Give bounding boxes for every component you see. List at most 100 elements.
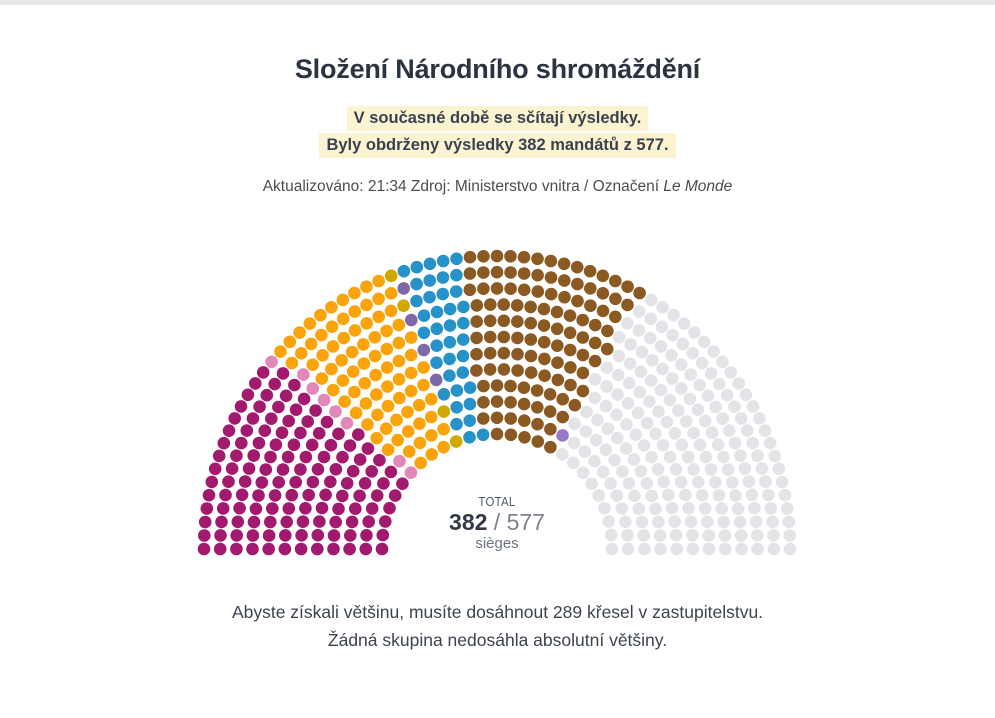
seat-dot xyxy=(397,299,410,312)
seat-dot xyxy=(295,347,308,360)
seat-dot xyxy=(665,501,679,515)
seat-dot xyxy=(246,529,260,542)
seat-dot xyxy=(663,393,677,407)
seat-dot xyxy=(733,515,747,529)
seat-dot xyxy=(443,319,457,332)
seat-dot xyxy=(599,443,613,456)
seat-dot xyxy=(632,502,645,515)
seat-dot xyxy=(628,489,641,503)
seat-dot xyxy=(425,448,439,461)
seat-dot xyxy=(576,384,590,398)
seat-dot xyxy=(530,384,544,397)
seat-dot xyxy=(380,361,394,374)
seat-dot xyxy=(734,412,748,425)
seat-dot xyxy=(370,388,383,401)
seat-dot xyxy=(336,374,350,387)
seat-dot xyxy=(242,462,256,475)
seat-dot xyxy=(483,330,497,344)
seat-dot xyxy=(504,379,517,393)
seat-dot xyxy=(576,313,589,327)
seat-dot xyxy=(609,310,622,324)
seat-dot xyxy=(646,354,659,367)
seat-dot xyxy=(397,264,411,278)
seat-dot xyxy=(477,250,490,263)
seat-dot xyxy=(436,287,450,301)
seat-dot xyxy=(633,305,646,318)
seat-dot xyxy=(531,417,544,431)
seat-dot xyxy=(272,476,286,489)
seat-dot xyxy=(588,391,601,405)
seat-dot xyxy=(233,501,246,515)
seat-dot xyxy=(557,257,571,271)
seat-dot xyxy=(249,502,263,516)
seat-dot xyxy=(412,398,426,412)
seat-dot xyxy=(720,388,734,402)
seat-dot xyxy=(256,366,270,379)
seat-dot xyxy=(622,477,636,490)
seat-dot xyxy=(276,463,290,476)
seat-dot xyxy=(316,349,329,362)
seat-dot xyxy=(260,388,274,402)
seat-dot xyxy=(490,411,504,425)
seat-dot xyxy=(490,265,504,279)
seat-dot xyxy=(437,405,451,418)
seat-dot xyxy=(748,501,761,515)
seat-dot xyxy=(397,282,411,295)
seat-dot xyxy=(728,400,741,413)
seat-dot xyxy=(393,454,406,468)
seat-dot xyxy=(518,414,531,427)
seat-dot xyxy=(576,466,590,479)
seat-dot xyxy=(463,414,477,427)
seat-dot xyxy=(551,356,564,369)
seat-dot xyxy=(751,529,764,542)
seat-dot xyxy=(766,515,779,529)
seat-dot xyxy=(579,425,593,438)
seat-dot xyxy=(436,271,450,284)
seat-dot xyxy=(222,424,236,437)
seat-dot xyxy=(772,462,786,476)
seat-dot xyxy=(616,465,629,478)
seat-dot xyxy=(327,542,340,556)
seat-dot xyxy=(640,416,654,430)
seat-dot xyxy=(755,462,769,475)
seat-dot xyxy=(289,403,303,416)
seat-dot xyxy=(348,324,362,337)
seat-dot xyxy=(359,542,373,556)
seat-dot xyxy=(758,424,772,437)
seat-dot xyxy=(576,348,590,362)
seat-dot xyxy=(340,477,354,490)
seat-dot xyxy=(214,529,227,542)
seat-dot xyxy=(234,400,248,413)
seat-dot xyxy=(264,450,277,464)
seat-dot xyxy=(349,406,363,420)
seat-dot xyxy=(450,252,463,266)
seat-dot xyxy=(717,515,730,529)
seat-dot xyxy=(656,362,669,376)
seat-dot xyxy=(348,305,362,318)
seats-total-value: 577 xyxy=(506,509,545,535)
seat-dot xyxy=(686,347,699,360)
seat-dot xyxy=(615,502,629,515)
seat-dot xyxy=(338,395,351,408)
seat-dot xyxy=(384,269,398,283)
seat-dot xyxy=(375,542,389,556)
seat-dot xyxy=(230,529,243,542)
seat-dot xyxy=(315,501,329,515)
seat-dot xyxy=(396,477,409,490)
seat-dot xyxy=(368,331,382,344)
seat-dot xyxy=(325,301,338,314)
seat-dot xyxy=(732,377,745,390)
seat-dot xyxy=(504,282,517,295)
seat-dot xyxy=(782,515,796,529)
seat-dot xyxy=(709,400,722,414)
majority-note-line-2: Žádná skupina nedosáhla absolutní většin… xyxy=(327,630,668,650)
seat-dot xyxy=(621,298,634,312)
seat-dot xyxy=(470,347,483,361)
seat-dot xyxy=(725,476,739,489)
seat-dot xyxy=(230,449,243,462)
seat-dot xyxy=(584,282,597,295)
seat-dot xyxy=(556,448,569,461)
seats-unit: sièges xyxy=(475,535,519,552)
seat-dot xyxy=(404,366,418,380)
seat-dot xyxy=(621,317,634,330)
